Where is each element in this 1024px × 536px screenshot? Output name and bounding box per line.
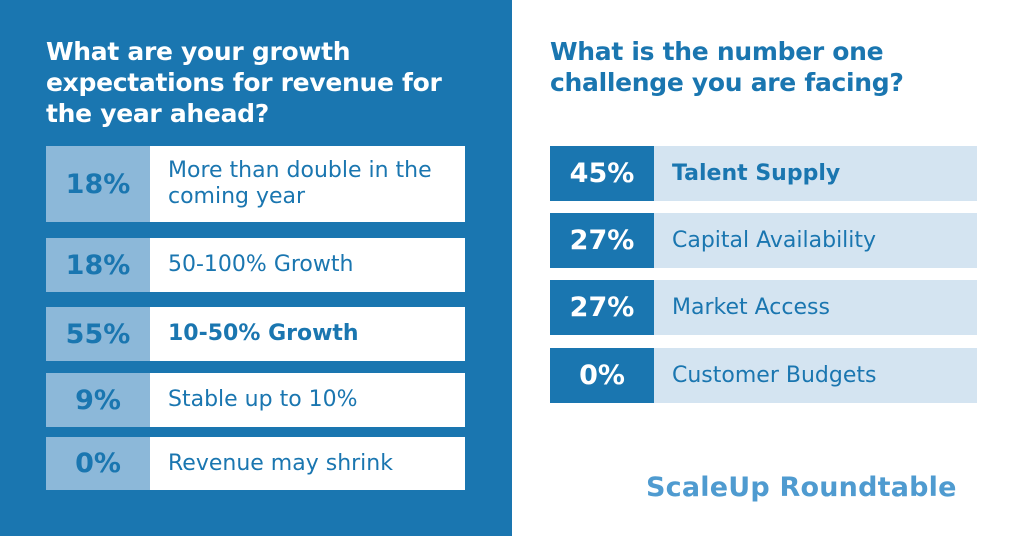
- challenge-row-customer: 0% Customer Budgets: [550, 348, 977, 403]
- revenue-row-label: Revenue may shrink: [150, 437, 465, 490]
- revenue-row-label: Stable up to 10%: [150, 373, 465, 427]
- revenue-row-percent: 55%: [46, 307, 150, 361]
- revenue-row-label: More than double in the coming year: [150, 146, 465, 222]
- revenue-row-double: 18% More than double in the coming year: [46, 146, 465, 222]
- revenue-question-title: What are your growth expectations for re…: [46, 37, 442, 128]
- revenue-row-label: 10-50% Growth: [150, 307, 465, 361]
- revenue-row-percent: 18%: [46, 238, 150, 292]
- challenge-row-percent: 0%: [550, 348, 654, 403]
- revenue-row-stable: 9% Stable up to 10%: [46, 373, 465, 427]
- challenge-row-percent: 27%: [550, 280, 654, 335]
- challenge-row-percent: 27%: [550, 213, 654, 268]
- left-panel: What are your growth expectations for re…: [0, 0, 512, 536]
- challenge-row-percent: 45%: [550, 146, 654, 201]
- challenge-row-capital: 27% Capital Availability: [550, 213, 977, 268]
- revenue-row-50-100: 18% 50-100% Growth: [46, 238, 465, 292]
- challenge-row-label: Talent Supply: [654, 146, 977, 201]
- revenue-row-percent: 18%: [46, 146, 150, 222]
- challenge-row-label: Market Access: [654, 280, 977, 335]
- revenue-row-shrink: 0% Revenue may shrink: [46, 437, 465, 490]
- challenge-row-market: 27% Market Access: [550, 280, 977, 335]
- right-panel: What is the number one challenge you are…: [512, 0, 1024, 536]
- revenue-row-percent: 0%: [46, 437, 150, 490]
- challenge-row-talent: 45% Talent Supply: [550, 146, 977, 201]
- challenge-row-label: Customer Budgets: [654, 348, 977, 403]
- revenue-row-label: 50-100% Growth: [150, 238, 465, 292]
- revenue-row-percent: 9%: [46, 373, 150, 427]
- challenge-row-label: Capital Availability: [654, 213, 977, 268]
- scaleup-roundtable-logo: ScaleUp Roundtable: [646, 472, 957, 503]
- challenge-question-title: What is the number one challenge you are…: [550, 37, 904, 97]
- revenue-row-10-50: 55% 10-50% Growth: [46, 307, 465, 361]
